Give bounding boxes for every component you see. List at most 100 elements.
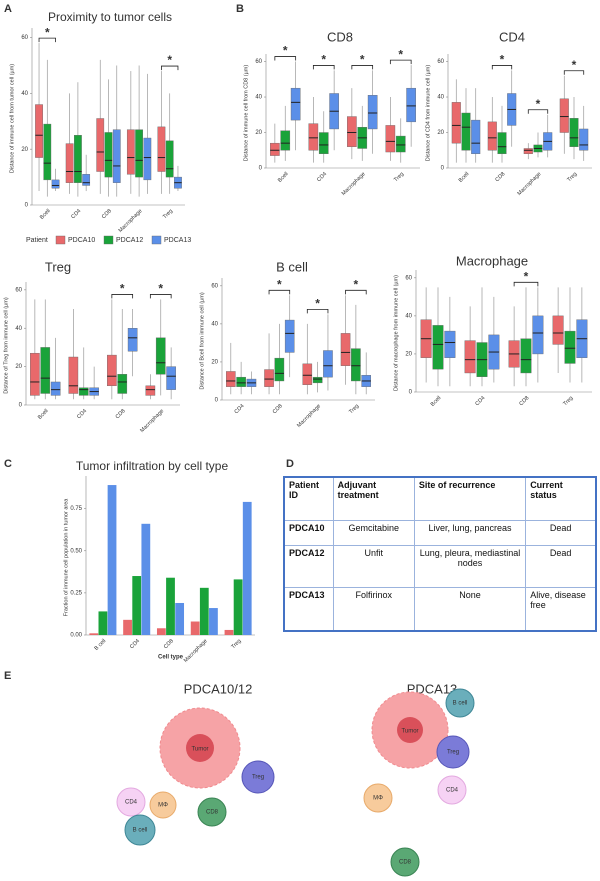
x-tick-label: Macrophage	[296, 403, 322, 429]
box	[318, 132, 329, 155]
tumor-nucleus	[397, 717, 423, 743]
box	[30, 352, 40, 396]
cell	[116, 787, 146, 817]
y-tick-label: 0.75	[70, 506, 82, 512]
cell	[390, 847, 420, 877]
significance-bracket	[527, 109, 549, 114]
significance-bracket	[563, 70, 585, 75]
bar	[199, 587, 209, 635]
box	[323, 350, 333, 378]
x-tick-label: Bcell	[277, 171, 290, 184]
y-tick-label: 60	[255, 59, 262, 65]
box	[564, 330, 576, 364]
bar	[175, 602, 185, 635]
chart-title: CD8	[327, 29, 353, 44]
significance-label: *	[536, 97, 541, 111]
box	[107, 354, 117, 387]
box	[395, 135, 406, 153]
significance-label: *	[572, 58, 577, 72]
box	[284, 319, 295, 353]
y-tick-label: 0	[25, 203, 29, 209]
tumor-nucleus	[186, 734, 214, 762]
box	[143, 137, 152, 181]
box	[347, 116, 357, 147]
significance-bracket	[274, 56, 297, 61]
x-tick-label: Bcell	[39, 208, 52, 221]
box	[274, 357, 285, 382]
panel-label: E	[4, 670, 11, 682]
x-tick-label: CD4	[474, 395, 486, 407]
box	[579, 128, 589, 151]
significance-bracket	[161, 65, 179, 71]
chart-title: B cell	[276, 259, 308, 274]
y-tick-label: 40	[15, 326, 22, 332]
chart-title: Tumor infiltration by cell type	[76, 459, 229, 473]
box	[451, 102, 461, 144]
box	[135, 129, 143, 178]
cell-label: MΦ	[373, 796, 383, 802]
y-axis-label: Distance of immune cell from tumor cell …	[9, 64, 15, 173]
cell	[436, 735, 470, 769]
x-tick-label: CD8	[115, 408, 127, 420]
x-tick-label: B cell	[94, 638, 108, 652]
cell: Dead	[525, 545, 597, 589]
box	[117, 374, 128, 394]
panel-label: D	[286, 458, 294, 470]
bar	[190, 621, 200, 635]
box	[40, 347, 51, 394]
bar	[132, 576, 142, 635]
box	[104, 132, 113, 178]
cell: Gemcitabine	[332, 519, 415, 547]
significance-bracket	[111, 294, 134, 299]
box	[559, 98, 569, 133]
cell-label: B cell	[133, 828, 148, 834]
box	[127, 328, 138, 352]
cell: Dead	[525, 519, 597, 547]
significance-label: *	[120, 282, 125, 296]
box	[351, 348, 361, 382]
cell: Lung, pleura, mediastinal nodes	[413, 545, 527, 589]
significance-bracket	[149, 294, 172, 299]
y-tick-label: 20	[15, 364, 22, 370]
x-tick-label: Macrophage	[183, 638, 209, 664]
box	[532, 315, 544, 355]
header-cell: Patient ID	[283, 476, 334, 521]
table-row: PDCA12 Unfit Lung, pleura, mediastinal n…	[283, 545, 597, 589]
y-axis-label: Fraction of immune cell population in tu…	[63, 498, 69, 617]
cell-label: Treg	[447, 750, 459, 756]
box	[444, 330, 456, 358]
cell-label: CD8	[399, 860, 412, 866]
y-axis-label: Distance of Treg from immune cell (µm)	[3, 297, 9, 394]
cell-label: MΦ	[158, 803, 168, 809]
x-tick-label: CD4	[70, 208, 82, 220]
legend-swatch	[103, 235, 114, 245]
cell	[197, 797, 227, 827]
x-tick-label: CD8	[518, 395, 530, 407]
significance-bracket	[351, 65, 374, 70]
cell: Alive, disease free	[525, 587, 597, 632]
y-tick-label: 0	[259, 166, 263, 172]
box	[65, 143, 74, 183]
header-cell: Adjuvant treatment	[332, 476, 415, 521]
bar	[141, 523, 151, 635]
box	[367, 95, 378, 130]
bar	[166, 577, 175, 635]
x-tick-label: CD8	[163, 638, 175, 650]
box	[112, 129, 121, 183]
box	[340, 333, 351, 366]
box	[464, 340, 476, 374]
chart-title: Treg	[45, 259, 71, 274]
significance-label: *	[398, 47, 403, 61]
y-axis-label: Distance of Bcell from immune cell (µm)	[199, 292, 205, 389]
box	[145, 385, 156, 396]
x-tick-label: CD8	[272, 403, 284, 415]
box	[523, 148, 533, 155]
box	[290, 87, 301, 121]
significance-label: *	[354, 277, 359, 291]
y-tick-label: 60	[15, 287, 22, 293]
significance-bracket	[268, 289, 291, 295]
y-tick-label: 20	[437, 130, 444, 136]
bar	[233, 579, 243, 635]
y-tick-label: 0	[19, 403, 23, 409]
